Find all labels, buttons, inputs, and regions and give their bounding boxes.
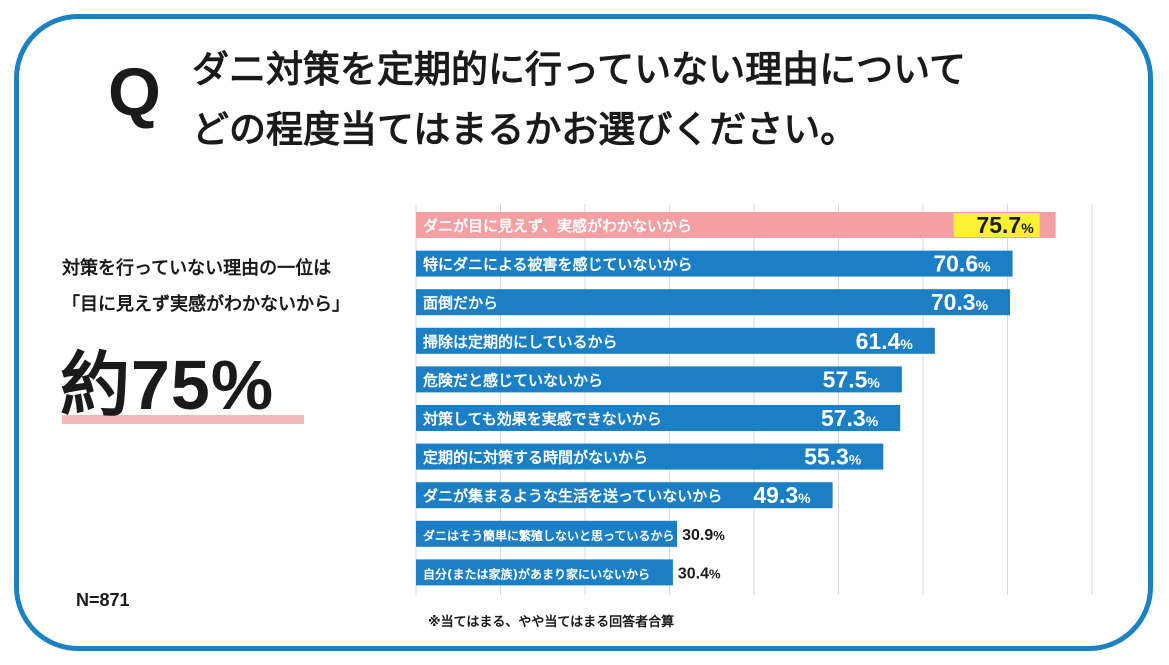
value-label: 70.3% — [931, 289, 989, 315]
bar — [416, 366, 902, 393]
summary-line-1: 対策を行っていない理由の一位は — [62, 258, 332, 279]
value-label: 30.9% — [682, 527, 725, 544]
bar — [416, 212, 1056, 238]
bar-label: 特にダニによる被害を感じていないから — [423, 256, 693, 274]
question-text: ダニ対策を定期的に行っていない理由について どの程度当てはまるかお選びください。 — [192, 40, 1132, 160]
headline-underline — [62, 415, 304, 424]
value-label: 57.3% — [821, 405, 879, 431]
bar-label: 定期的に対策する時間がないから — [423, 449, 648, 467]
value-label: 70.6% — [933, 251, 991, 277]
bar-label: ダニが集まるような生活を送っていないから — [423, 487, 722, 505]
sample-size: N=871 — [76, 590, 130, 610]
value-label: 57.5% — [823, 366, 881, 392]
headline-percent: 約75% — [60, 346, 275, 424]
question-line-1: ダニ対策を定期的に行っていない理由について — [192, 48, 967, 91]
bar-label: 掃除は定期的にしているから — [423, 333, 618, 351]
value-label: 61.4% — [856, 328, 914, 354]
bar — [416, 405, 901, 431]
bar — [416, 327, 935, 354]
bar — [416, 443, 884, 470]
bar — [416, 482, 833, 509]
value-label: 30.4% — [678, 565, 721, 582]
rounded-frame — [14, 14, 1153, 651]
question-line-2: どの程度当てはまるかお選びください。 — [192, 108, 858, 151]
bar-label: 危険だと感じていないから — [423, 371, 603, 389]
summary-line-2: 「目に見えず実感がわかないから」 — [62, 294, 350, 315]
bar — [416, 289, 1011, 316]
footnote: ※当てはまる、やや当てはまる回答者合算 — [428, 615, 675, 630]
bar-label: 自分(または家族)があまり家にいないから — [423, 566, 650, 581]
bar — [416, 520, 678, 547]
value-label: 75.7% — [976, 212, 1034, 238]
value-highlight — [953, 213, 1040, 237]
bar-label: ダニが目に見えず、実感がわかないから — [423, 217, 692, 235]
bar-label: ダニはそう簡単に繁殖しないと思っているから — [423, 528, 674, 543]
bar-label: 面倒だから — [423, 294, 498, 312]
value-label: 55.3% — [804, 444, 862, 470]
value-label: 49.3% — [753, 482, 811, 508]
bar — [416, 250, 1013, 277]
question-mark-label: Q — [108, 54, 161, 130]
bar — [416, 559, 673, 586]
bar-label: 対策しても効果を実感できないから — [422, 410, 662, 428]
summary-text: 対策を行っていない理由の一位は 「目に見えず実感がわかないから」 — [62, 251, 350, 323]
